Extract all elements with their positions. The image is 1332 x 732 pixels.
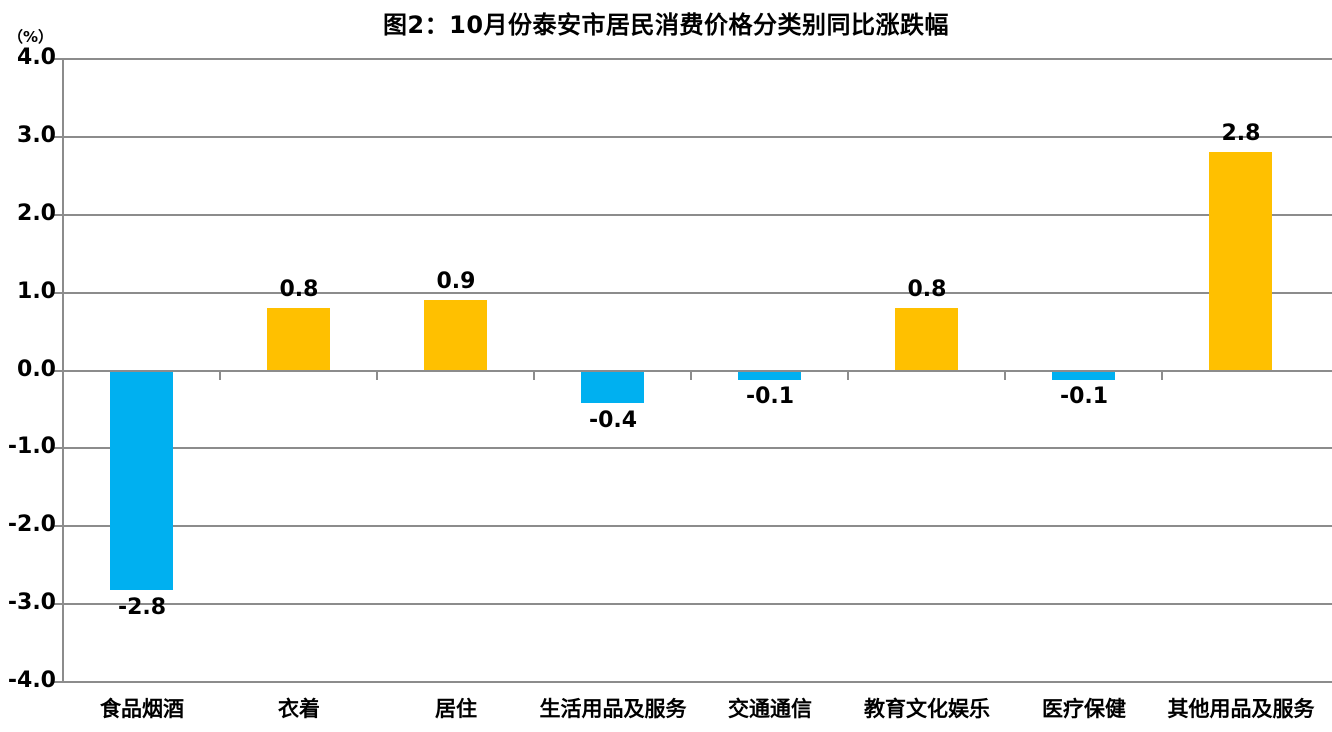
gridline [62, 136, 1332, 138]
x-axis-tick [533, 371, 535, 380]
x-axis-category-label: 居住 [435, 697, 477, 721]
gridline [62, 370, 1332, 372]
bar-value-label: -2.8 [117, 595, 167, 620]
gridline [62, 681, 1332, 683]
bar-食品烟酒 [110, 372, 173, 590]
x-axis-tick [1004, 371, 1006, 380]
bar-value-label: -0.4 [588, 408, 638, 433]
gridline [62, 58, 1332, 60]
bar-value-label: 0.9 [436, 269, 476, 294]
y-axis-tick-label: -3.0 [7, 590, 56, 615]
y-axis-tick [53, 292, 62, 294]
gridline [62, 447, 1332, 449]
y-axis-tick-label: 4.0 [17, 45, 56, 70]
y-axis-unit-label: （%） [8, 28, 54, 46]
y-axis-tick [53, 370, 62, 372]
x-axis-tick [376, 371, 378, 380]
bar-衣着 [267, 308, 330, 370]
y-axis-tick-label: -4.0 [7, 668, 56, 693]
bar-value-label: 2.8 [1221, 121, 1261, 146]
y-axis-line [62, 58, 64, 683]
gridline [62, 292, 1332, 294]
y-axis-tick [53, 214, 62, 216]
x-axis-category-label: 教育文化娱乐 [864, 697, 990, 721]
gridline [62, 525, 1332, 527]
x-axis-tick [219, 371, 221, 380]
chart-title: 图2：10月份泰安市居民消费价格分类别同比涨跌幅 [382, 11, 950, 39]
y-axis-tick [53, 681, 62, 683]
bar-其他用品及服务 [1209, 152, 1272, 370]
gridline [62, 214, 1332, 216]
bar-生活用品及服务 [581, 372, 644, 403]
y-axis-tick-label: -1.0 [7, 434, 56, 459]
x-axis-category-label: 医疗保健 [1042, 697, 1126, 721]
x-axis-tick [1161, 371, 1163, 380]
y-axis-tick-label: 1.0 [17, 279, 56, 304]
bar-value-label: -0.1 [1059, 384, 1109, 409]
bar-交通通信 [738, 372, 801, 380]
y-axis-tick [53, 525, 62, 527]
bar-居住 [424, 300, 487, 370]
gridline [62, 603, 1332, 605]
y-axis-tick-label: 3.0 [17, 123, 56, 148]
x-axis-tick [847, 371, 849, 380]
x-axis-category-label: 其他用品及服务 [1167, 697, 1315, 721]
y-axis-tick [53, 447, 62, 449]
x-axis-category-label: 交通通信 [728, 697, 812, 721]
bar-医疗保健 [1052, 372, 1115, 380]
y-axis-tick-label: -2.0 [7, 512, 56, 537]
bar-value-label: 0.8 [279, 277, 319, 302]
y-axis-tick [53, 603, 62, 605]
y-axis-tick [53, 58, 62, 60]
x-axis-category-label: 生活用品及服务 [539, 697, 687, 721]
bar-value-label: -0.1 [745, 384, 795, 409]
bar-教育文化娱乐 [895, 308, 958, 370]
x-axis-category-label: 衣着 [278, 697, 320, 721]
x-axis-tick [690, 371, 692, 380]
y-axis-tick-label: 2.0 [17, 201, 56, 226]
x-axis-category-label: 食品烟酒 [100, 697, 184, 721]
bar-value-label: 0.8 [907, 277, 947, 302]
y-axis-tick-label: 0.0 [17, 357, 56, 382]
y-axis-tick [53, 136, 62, 138]
